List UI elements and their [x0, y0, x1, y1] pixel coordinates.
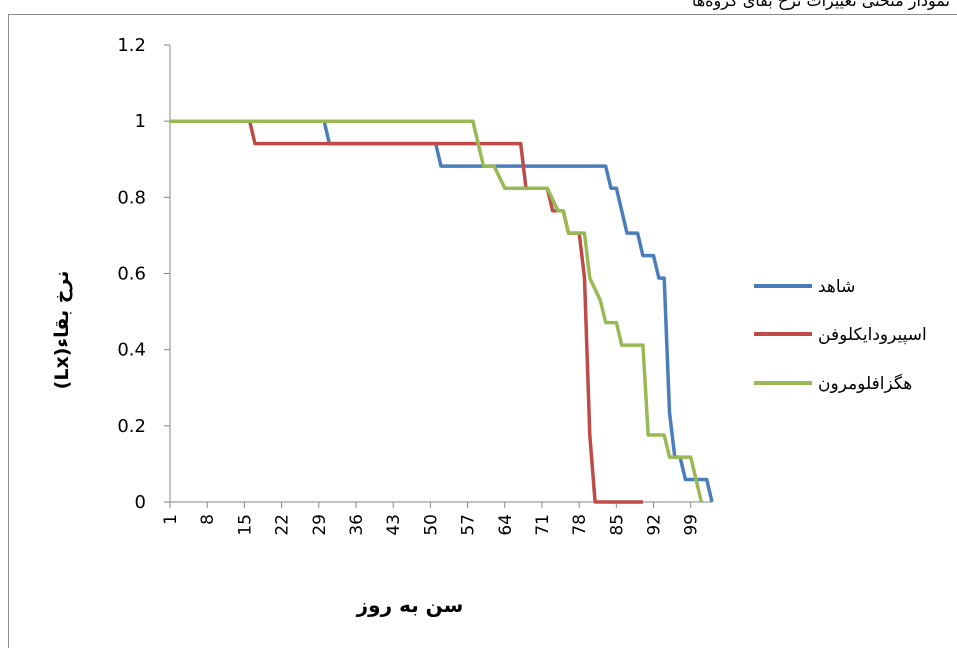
- chart-frame: [8, 14, 957, 648]
- x-axis-title: سن به روز: [356, 593, 464, 617]
- y-axis-title: نرخ بقاء(Lx): [51, 271, 73, 390]
- legend-label-2: اسپیرودایکلوفن: [818, 325, 927, 345]
- series-line-1: [170, 119, 714, 503]
- figure-caption-fragment: نمودار منحنی تغییرات نرخ بقای گروه‌ها: [691, 0, 950, 10]
- legend-label-3: هگزافلومرون: [818, 373, 912, 394]
- x-tick-label: 64: [496, 514, 516, 536]
- x-tick-label: 43: [384, 514, 404, 536]
- y-tick-label: 1.2: [117, 35, 146, 56]
- series-lines: [170, 119, 714, 504]
- x-tick-label: 8: [198, 514, 218, 525]
- x-tick-label: 29: [310, 514, 330, 536]
- legend-label-1: شاهد: [818, 277, 855, 297]
- x-tick-label: 50: [421, 514, 441, 536]
- x-ticks: 1 8 15 22 29 36 43 50 57 64 71 78 85 92 99: [161, 502, 702, 536]
- x-tick-label: 99: [682, 514, 702, 536]
- x-tick-label: 57: [459, 514, 479, 536]
- x-tick-label: 22: [273, 514, 293, 536]
- y-tick-label: 1: [135, 111, 146, 132]
- x-tick-label: 15: [235, 514, 255, 536]
- x-tick-label: 92: [645, 514, 665, 536]
- x-tick-label: 71: [533, 514, 553, 536]
- y-tick-label: 0.2: [117, 416, 146, 437]
- chart-legend: شاهد اسپیرودایکلوفن هگزافلومرون: [754, 277, 927, 394]
- series-line-2: [170, 119, 643, 504]
- series-line-3: [170, 119, 704, 503]
- y-tick-label: 0.8: [117, 187, 146, 208]
- x-tick-label: 1: [161, 514, 181, 525]
- y-tick-label: 0.6: [117, 264, 146, 285]
- chart-axes: [169, 45, 712, 503]
- x-tick-label: 85: [607, 514, 627, 536]
- y-tick-label: 0.4: [117, 340, 146, 361]
- y-tick-label: 0: [135, 492, 146, 513]
- x-tick-label: 36: [347, 514, 367, 536]
- x-tick-label: 78: [570, 514, 590, 536]
- y-ticks: 0 0.2 0.4 0.6 0.8 1 1.2: [117, 35, 170, 513]
